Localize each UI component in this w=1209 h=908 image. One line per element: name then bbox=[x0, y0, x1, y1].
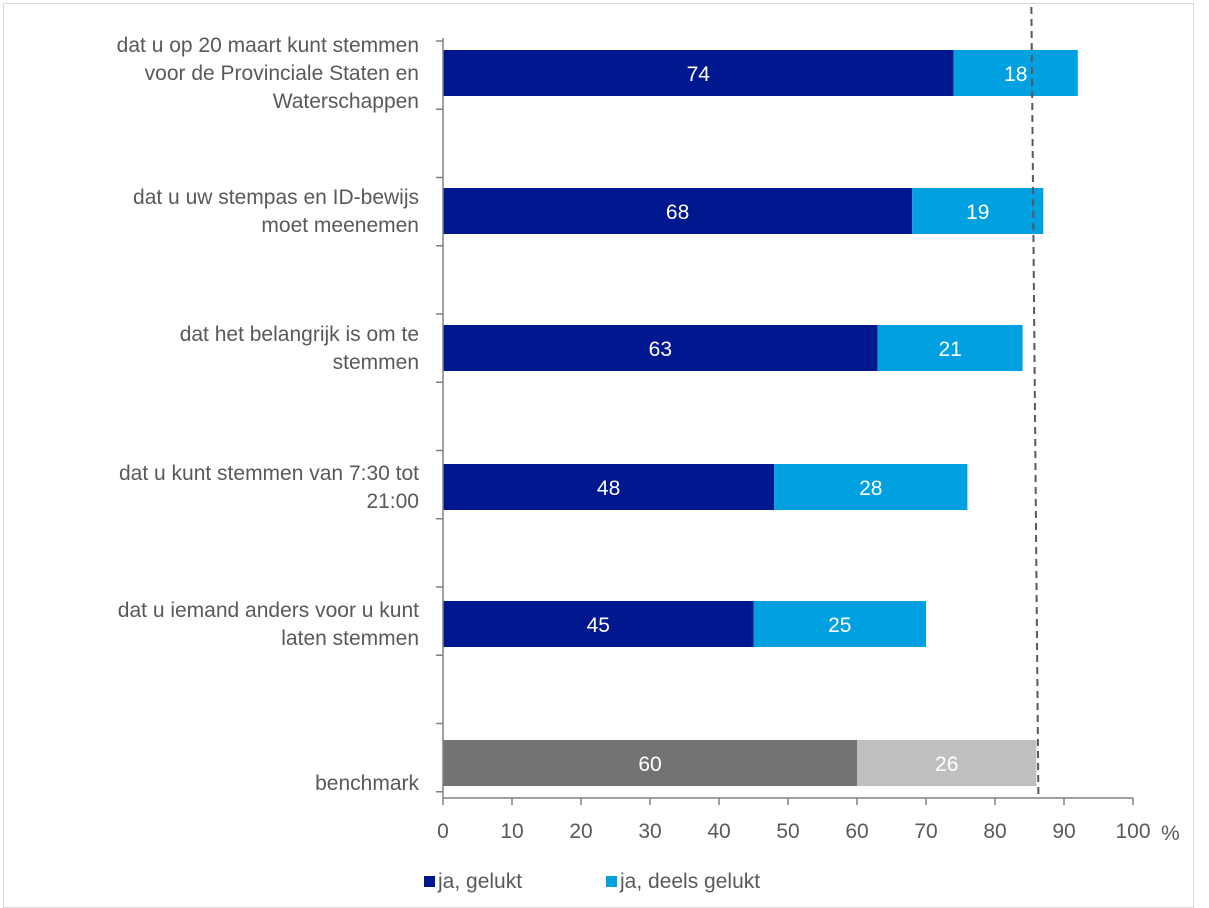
data-label-0-1: 68 bbox=[666, 201, 689, 224]
data-label-0-5: 60 bbox=[638, 753, 661, 776]
bar-deels-gelukt-1 bbox=[912, 188, 1044, 234]
x-tick-label-1: 10 bbox=[500, 820, 523, 843]
data-label-1-5: 26 bbox=[935, 753, 958, 776]
bar-deels-gelukt-5 bbox=[857, 740, 1037, 786]
category-labels-layer: dat u op 20 maart kunt stemmen voor de Pr… bbox=[117, 34, 420, 795]
data-label-0-0: 74 bbox=[687, 63, 711, 86]
x-tick-label-2: 20 bbox=[569, 820, 592, 843]
category-label-4-0: dat u iemand anders voor u kunt bbox=[118, 599, 419, 622]
bar-deels-gelukt-0 bbox=[953, 50, 1078, 96]
data-label-1-3: 28 bbox=[859, 477, 882, 500]
category-label-1-1: moet meenemen bbox=[261, 214, 419, 237]
x-axis: 0 10 20 30 40 50 60 70 80 90 100% bbox=[436, 38, 1180, 845]
x-tick-label-8: 80 bbox=[983, 820, 1006, 843]
category-label-0-1: voor de Provinciale Staten en bbox=[145, 62, 419, 85]
legend-swatch-1 bbox=[606, 876, 617, 887]
bar-deels-gelukt-3 bbox=[774, 464, 968, 510]
x-tick-label-10: 100 bbox=[1115, 820, 1150, 843]
bar-gelukt-5 bbox=[443, 740, 857, 786]
data-label-0-4: 45 bbox=[587, 614, 610, 637]
data-label-1-1: 19 bbox=[966, 201, 989, 224]
bar-gelukt-3 bbox=[443, 464, 775, 510]
data-label-0-3: 48 bbox=[597, 477, 620, 500]
category-label-0-0: dat u op 20 maart kunt stemmen bbox=[117, 34, 419, 57]
bar-gelukt-2 bbox=[443, 325, 878, 371]
category-label-5-0: benchmark bbox=[315, 772, 419, 795]
x-tick-label-3: 30 bbox=[638, 820, 661, 843]
category-label-2-1: stemmen bbox=[333, 351, 419, 374]
x-tick-label-6: 60 bbox=[845, 820, 868, 843]
bars-layer: 74 18 68 19 63 21 48 28 45 25 60 26 bbox=[443, 50, 1078, 786]
data-label-1-0: 18 bbox=[1004, 63, 1027, 86]
legend-label-0: ja, gelukt bbox=[437, 870, 522, 893]
x-tick-label-9: 90 bbox=[1052, 820, 1075, 843]
category-label-3-1: 21:00 bbox=[366, 490, 419, 513]
bar-deels-gelukt-2 bbox=[877, 325, 1023, 371]
bar-gelukt-1 bbox=[443, 188, 913, 234]
legend-swatch-0 bbox=[424, 876, 435, 887]
x-tick-label-0: 0 bbox=[437, 820, 449, 843]
category-label-1-0: dat u uw stempas en ID-bewijs bbox=[133, 186, 419, 209]
data-label-0-2: 63 bbox=[649, 338, 672, 361]
data-label-1-4: 25 bbox=[828, 614, 851, 637]
category-label-3-0: dat u kunt stemmen van 7:30 tot bbox=[119, 462, 419, 485]
x-tick-label-7: 70 bbox=[914, 820, 937, 843]
category-label-2-0: dat het belangrijk is om te bbox=[180, 323, 419, 346]
reference-line bbox=[1030, 6, 1040, 799]
legend-label-1: ja, deels gelukt bbox=[619, 870, 760, 893]
x-tick-label-5: 50 bbox=[776, 820, 799, 843]
category-label-0-2: Waterschappen bbox=[273, 90, 419, 113]
bar-gelukt-4 bbox=[443, 601, 754, 647]
reference-line-layer bbox=[1030, 6, 1040, 799]
category-label-4-1: laten stemmen bbox=[281, 627, 419, 650]
bar-deels-gelukt-4 bbox=[753, 601, 926, 647]
x-tick-label-4: 40 bbox=[707, 820, 730, 843]
x-unit-label: % bbox=[1161, 822, 1180, 845]
data-label-1-2: 21 bbox=[938, 338, 961, 361]
bar-gelukt-0 bbox=[443, 50, 954, 96]
legend: ja, gelukt ja, deels gelukt bbox=[424, 870, 760, 893]
